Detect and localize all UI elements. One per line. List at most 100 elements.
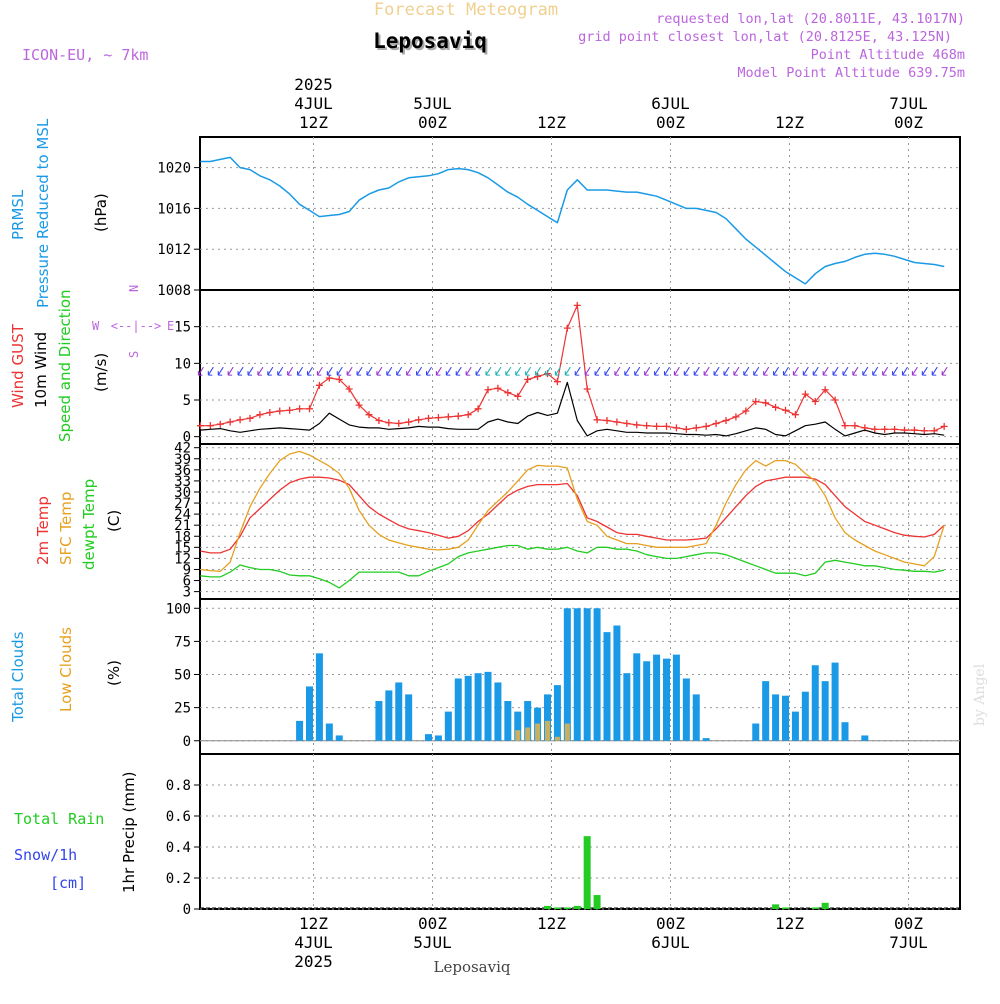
wind10-line [200,381,945,437]
wind-direction-arrow [554,366,561,376]
y-tick-label: 36 [174,463,191,479]
wind-direction-arrow [386,366,393,376]
gust-marker [355,401,363,409]
total-cloud-bar [306,686,313,741]
total-cloud-bar [544,694,551,741]
bottom-time-label: 6JUL [651,933,690,952]
bottom-time-label: 12Z [775,914,804,933]
y-tick-label: 10 [174,356,191,372]
bottom-time-label: 00Z [418,914,447,933]
gust-marker [444,413,452,421]
wind-direction-arrow [654,366,661,376]
gust-marker [415,416,423,424]
wind-direction-arrow [366,366,373,376]
gust-marker [524,375,532,383]
gust-marker [246,414,254,422]
y-tick-label: 15 [174,540,191,556]
gust-line [200,304,945,432]
total-cloud-bar [444,711,452,741]
total-cloud-bar [474,673,482,741]
gust-marker [801,390,809,398]
y-tick-label: 12 [174,551,191,567]
wind-direction-arrow [842,366,849,376]
top-time-label: 5JUL [413,94,452,113]
wind-direction-arrow [782,366,789,376]
low-cloud-bar [545,720,550,741]
top-time-label: 00Z [656,113,685,132]
wind-direction-arrow [396,366,403,376]
gust-marker [534,373,542,381]
top-time-label: 4JUL [294,94,333,113]
total-cloud-bar [791,711,799,741]
model-point-altitude: Model Point Altitude 639.75m [737,65,965,81]
gust-marker [474,405,482,413]
total-cloud-bar [603,632,611,741]
low-cloud-bar [554,736,560,741]
wind-direction-arrow [227,366,234,376]
wind-direction-arrow [237,366,244,376]
wind-direction-arrow [941,366,948,376]
gust-marker [256,411,264,419]
wind-direction-arrow [862,366,869,376]
temp-unit-label: (C) [105,510,123,532]
wind-gust-label: Wind GUST [9,323,27,408]
wind-direction-arrow [257,366,264,376]
gust-marker [563,324,571,332]
wind-direction-arrow [574,366,581,376]
pressure-unit-label: (hPa) [92,193,110,232]
gust-marker [881,425,889,433]
y-tick-label: 0.4 [166,840,191,856]
wind-direction-arrow [197,366,204,376]
y-tick-label: 1008 [157,283,191,299]
wind-direction-arrow [644,366,651,376]
bottom-time-label: 4JUL [294,933,333,952]
gust-marker [504,389,512,397]
gust-marker [791,411,799,419]
total-cloud-bar [702,738,710,741]
wind-direction-arrow [812,366,819,376]
total-cloud-bar [692,694,700,741]
gust-marker [782,406,789,414]
wind-direction-arrow [217,366,224,376]
y-tick-label: 50 [174,668,191,684]
top-time-label: 12Z [775,113,804,132]
total-cloud-bar [861,735,869,741]
gust-marker [306,405,313,413]
y-tick-label: 0 [183,734,191,750]
wind-direction-arrow [277,366,284,376]
sfc-temp-label: SFC Temp [57,492,75,565]
gust-marker [851,422,859,430]
total-cloud-bar [672,654,680,741]
wind-direction-arrow [713,366,720,376]
gust-marker [226,418,234,426]
wind-direction-arrow [435,366,442,376]
wind-direction-arrow [247,366,254,376]
gust-marker [216,420,224,428]
gust-marker [266,408,274,416]
y-tick-label: 6 [183,574,191,590]
total-cloud-bar [831,662,839,741]
low-cloud-bar [515,730,521,741]
total-cloud-bar [841,722,849,741]
dewpt-line [200,544,945,589]
gust-marker [752,397,760,405]
gust-marker [762,399,770,407]
gust-marker [385,419,393,427]
top-time-label: 12Z [299,113,328,132]
gust-marker [603,417,611,425]
wind-direction-arrow [455,366,462,376]
wind-direction-arrow [316,366,323,376]
total-cloud-bar [653,654,661,741]
y-tick-label: 5 [183,393,191,409]
gust-marker [653,422,661,430]
wind-direction-arrow [515,366,522,376]
wind-direction-arrow [336,366,343,376]
wind-direction-arrow [763,366,770,376]
gust-marker [573,301,581,309]
total-cloud-bar [553,685,561,741]
wind-direction-arrow [267,366,274,376]
wind-direction-arrow [753,366,760,376]
